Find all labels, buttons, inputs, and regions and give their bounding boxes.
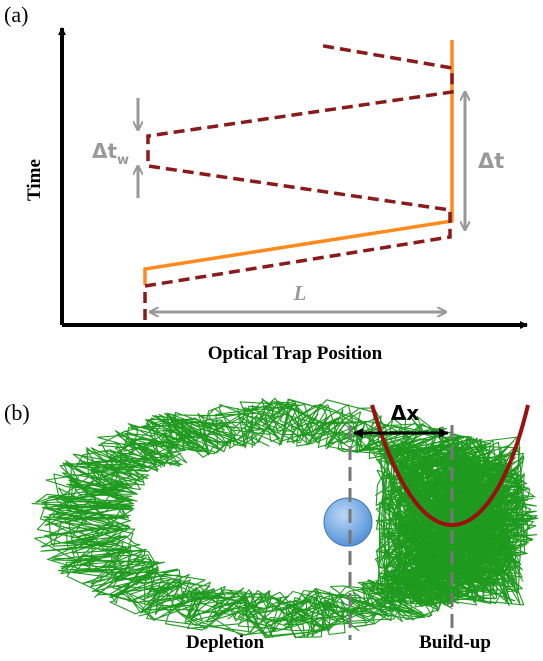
figure: (a) Time Optical Trap Position L Δt Δtw … [0,0,543,661]
delta-tw-main: Δt [92,139,117,163]
delta-tw-sub: w [117,153,129,168]
particle-path [145,45,452,320]
x-axis-label: Optical Trap Position [208,343,383,364]
panel-label: (a) [4,2,28,27]
depletion-label: Depletion [186,632,265,653]
delta-tw-label: Δtw [92,139,129,168]
delta-t-label: Δt [478,149,504,173]
y-axis-label: Time [24,159,45,201]
delta-x-label: Δx [391,401,419,425]
length-label: L [293,281,307,305]
buildup-label: Build-up [419,632,491,653]
trap-path [145,40,452,285]
panel-label: (b) [4,400,30,425]
bead [324,498,372,546]
polymer-network [32,398,538,638]
